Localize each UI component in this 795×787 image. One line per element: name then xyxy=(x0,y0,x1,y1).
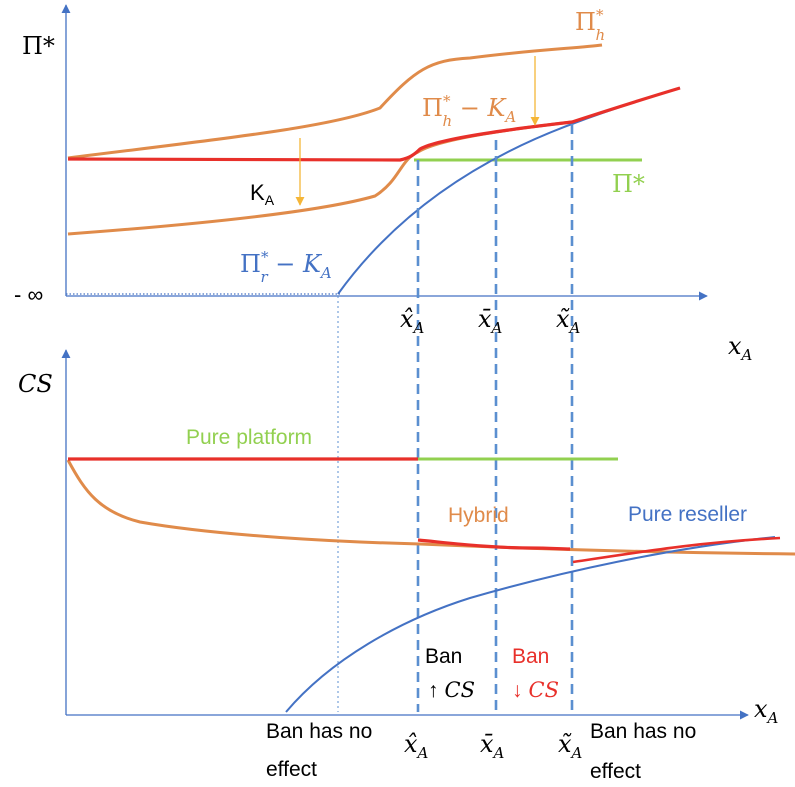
top-x-tilde-label: x̃A xyxy=(556,305,581,337)
ban-down-label-line1: Ban xyxy=(512,645,549,668)
bottom-x-hat-label: x̂A xyxy=(404,730,429,762)
bottom-x-bar-label: x̄A xyxy=(480,730,505,762)
ka-label: KA xyxy=(250,180,275,208)
ban-down-label-line2: ↓ CS xyxy=(512,678,559,702)
cs-red-hybrid-segment xyxy=(417,538,571,551)
bottom-x-axis-label: xA xyxy=(754,695,779,727)
top-x-hat-label: x̂A xyxy=(400,305,425,337)
ban-up-label-line2: ↑ CS xyxy=(428,678,475,702)
no-effect-right-line1: Ban has no xyxy=(590,720,696,743)
pi-h-curve xyxy=(67,43,603,160)
pi-star-label: Π* xyxy=(612,170,645,198)
ban-up-label-line1: Ban xyxy=(425,645,462,668)
hybrid-label: Hybrid xyxy=(448,504,509,527)
pi-h-label: Π* h xyxy=(575,6,605,44)
bottom-x-tilde-label: x̃A xyxy=(558,730,583,762)
bottom-y-axis-label: CS xyxy=(18,370,53,398)
top-x-bar-label: x̄A xyxy=(478,305,503,337)
top-y-axis-label: Π* xyxy=(22,32,55,60)
pure-reseller-label: Pure reseller xyxy=(628,503,747,526)
pi-h-minus-ka-label: Π* h − KA xyxy=(422,92,516,130)
pi-r-minus-ka-label: Π* r − KA xyxy=(240,248,332,286)
no-effect-left-line2: effect xyxy=(266,758,317,781)
neg-infinity-label: - ∞ xyxy=(14,282,43,307)
pure-platform-label: Pure platform xyxy=(186,426,312,449)
top-red-envelope xyxy=(67,86,681,162)
hybrid-cs-curve xyxy=(66,459,795,556)
cs-red-reseller-segment xyxy=(572,536,781,564)
top-x-axis-label: xA xyxy=(728,332,753,364)
no-effect-left-line1: Ban has no xyxy=(266,720,372,743)
no-effect-right-line2: effect xyxy=(590,760,641,783)
pure-reseller-cs-curve xyxy=(285,536,776,713)
